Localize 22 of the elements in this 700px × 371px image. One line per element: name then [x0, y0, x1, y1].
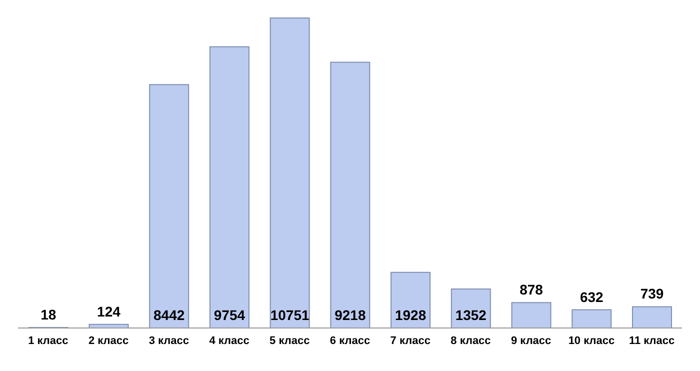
- data-label: 739: [640, 286, 664, 302]
- data-label: 1928: [394, 307, 426, 323]
- data-label: 878: [520, 282, 544, 298]
- x-tick-label: 4 класс: [209, 334, 250, 347]
- x-tick-label: 10 класс: [568, 334, 615, 347]
- data-label: 18: [40, 306, 56, 322]
- data-label: 632: [580, 288, 604, 305]
- x-tick-label: 11 класс: [628, 334, 675, 347]
- data-label: 9218: [334, 307, 366, 323]
- data-label: 124: [97, 303, 121, 320]
- x-tick-label: 9 класс: [511, 334, 552, 347]
- x-tick-label: 7 класс: [390, 334, 430, 347]
- x-tick-label: 6 класс: [330, 334, 370, 347]
- data-label: 8442: [154, 307, 185, 323]
- x-tick-label: 8 класс: [450, 334, 491, 347]
- x-tick-label: 3 класс: [148, 334, 189, 347]
- x-tick-label: 1 класс: [28, 334, 68, 347]
- x-tick-label: 2 класс: [88, 334, 129, 347]
- data-label: 9754: [214, 307, 246, 323]
- data-label: 1352: [455, 307, 487, 323]
- x-tick-label: 5 класс: [270, 334, 310, 347]
- data-label: 10751: [270, 307, 310, 323]
